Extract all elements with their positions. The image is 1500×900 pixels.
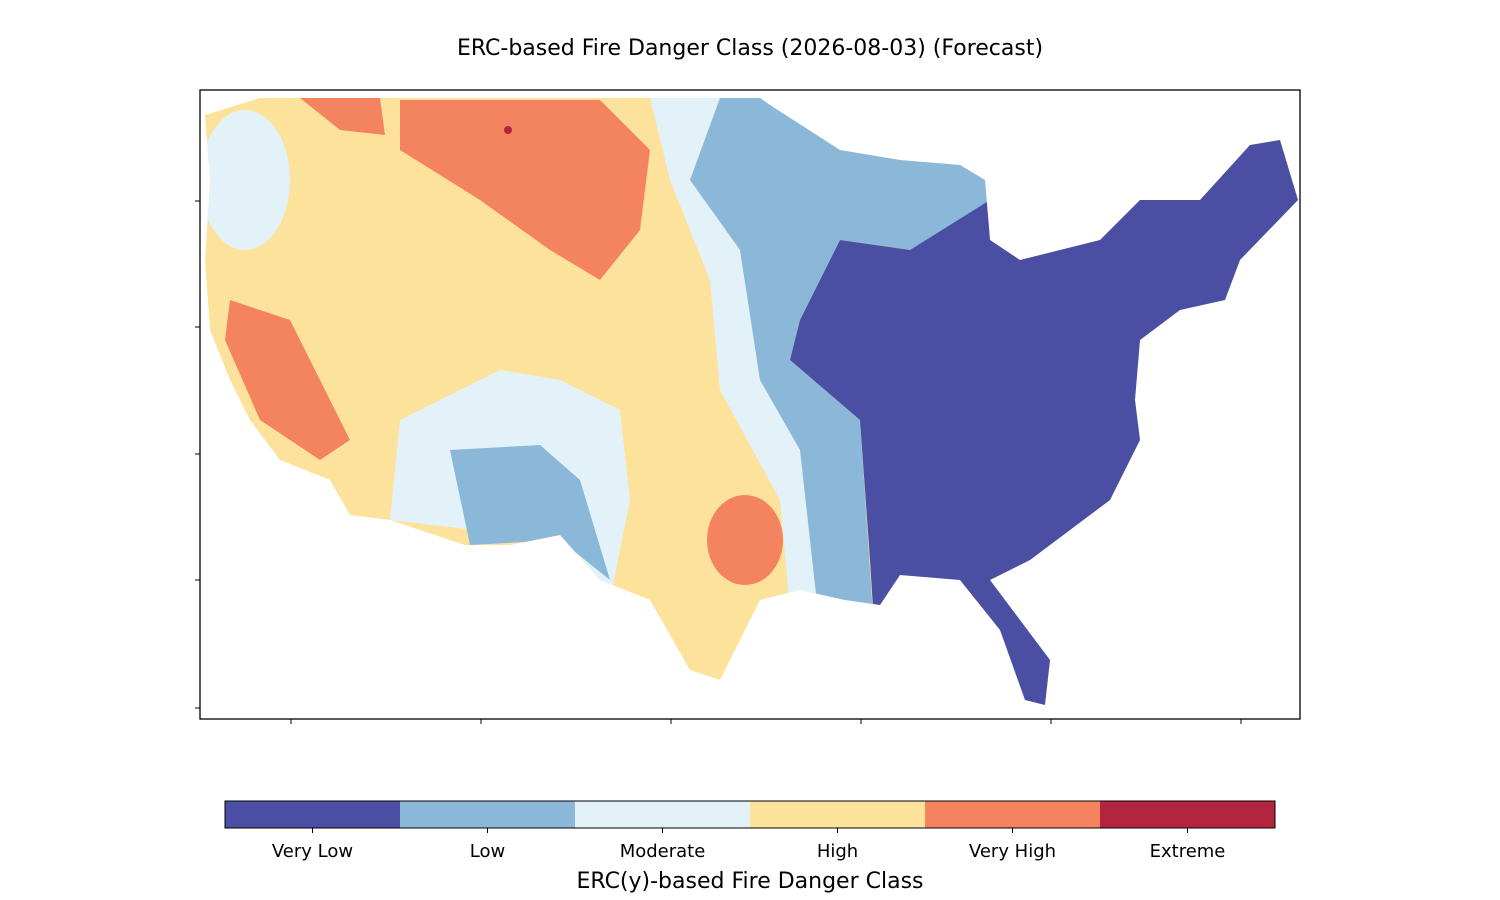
- colorbar-frame: [224, 800, 1276, 829]
- colorbar-segment: [225, 801, 401, 828]
- colorbar-class-label: Very High: [969, 841, 1056, 862]
- colorbar-class-label: Low: [470, 841, 505, 862]
- map-frame: [199, 89, 1301, 720]
- region: [504, 126, 512, 134]
- region: [225, 300, 350, 460]
- colorbar: Very Low Low Moderate High Very High Extreme: [224, 800, 1276, 862]
- region: [690, 98, 1000, 705]
- axis-ticks: [195, 200, 1242, 724]
- colorbar-class-label: Very Low: [272, 841, 353, 862]
- map-title: ERC-based Fire Danger Class (2026-08-03)…: [457, 36, 1043, 61]
- region: [450, 445, 610, 580]
- region: [707, 495, 783, 585]
- colorbar-segment: [750, 801, 926, 828]
- region: [205, 110, 290, 250]
- region: [650, 98, 830, 705]
- colorbar-class-label: High: [817, 841, 858, 862]
- colorbar-label: ERC(y)-based Fire Danger Class: [576, 869, 923, 894]
- colorbar-segment: [925, 801, 1101, 828]
- region: [300, 98, 385, 135]
- colorbar-segment: [575, 801, 751, 828]
- region: [400, 100, 650, 280]
- colorbar-class-label: Moderate: [620, 841, 706, 862]
- colorbar-segment: [400, 801, 576, 828]
- colorbar-class-label: Extreme: [1150, 841, 1226, 862]
- colorbar-segment: [1100, 801, 1276, 828]
- map: [205, 98, 1298, 705]
